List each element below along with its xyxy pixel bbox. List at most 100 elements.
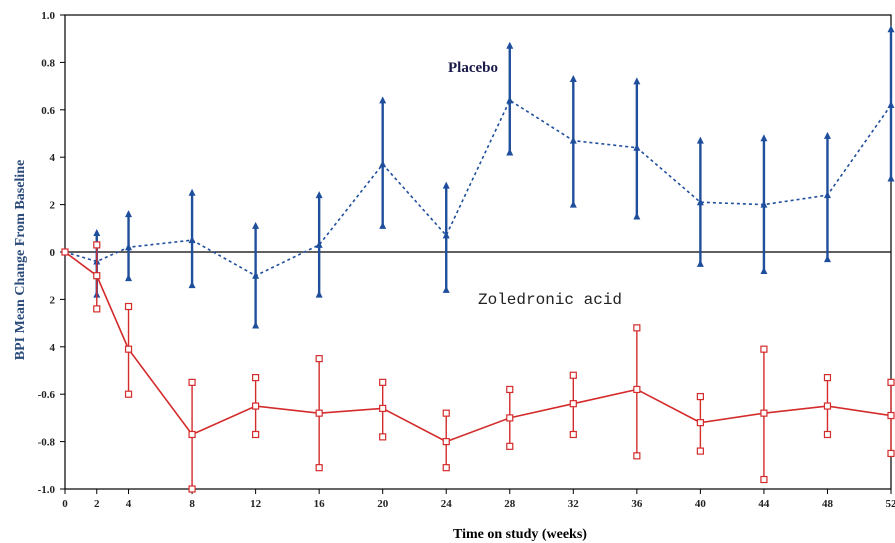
- error-cap-marker: [696, 447, 704, 455]
- x-tick-label: 2: [94, 498, 100, 510]
- error-cap-marker: [823, 131, 831, 139]
- error-cap-marker: [315, 290, 323, 298]
- y-tick-label: 4: [50, 342, 56, 354]
- error-cap-marker: [315, 464, 323, 472]
- y-tick-label: 4: [50, 152, 56, 164]
- error-cap-marker: [93, 229, 101, 237]
- error-cap-marker: [760, 134, 768, 142]
- data-point: [124, 345, 133, 353]
- x-axis-title: Time on study (weeks): [453, 527, 587, 542]
- error-cap-marker: [379, 433, 387, 441]
- error-cap-marker: [823, 374, 832, 382]
- y-tick-label: 2: [50, 294, 56, 306]
- error-cap-marker: [315, 355, 323, 363]
- error-cap-marker: [633, 77, 641, 85]
- error-cap-marker: [569, 74, 577, 82]
- error-cap-marker: [506, 41, 514, 49]
- error-cap-marker: [379, 96, 387, 104]
- x-tick-label: 4: [126, 498, 132, 510]
- error-cap-marker: [124, 302, 133, 311]
- error-cap-marker: [188, 281, 196, 289]
- data-point: [506, 96, 514, 104]
- plot-frame: [64, 14, 892, 490]
- data-point: [93, 272, 101, 280]
- data-point: [188, 430, 196, 439]
- error-cap-marker: [887, 174, 895, 182]
- error-cap-marker: [252, 221, 260, 229]
- error-cap-marker: [125, 210, 133, 218]
- zoledronic-acid-label: Zoledronic acid: [478, 291, 622, 309]
- placebo-label: Placebo: [448, 60, 498, 76]
- data-point: [760, 409, 768, 417]
- x-axis: 0 2 4 8 12 16 20 24 28 32 36 40 44 48 52: [62, 489, 895, 510]
- data-point: [823, 402, 832, 410]
- y-tick-label: -0.8: [38, 437, 56, 449]
- x-tick-label: 36: [631, 498, 643, 510]
- error-cap-marker: [760, 475, 768, 484]
- error-cap-marker: [315, 191, 323, 199]
- error-cap-marker: [696, 136, 704, 144]
- error-cap-marker: [696, 259, 704, 267]
- error-cap-marker: [506, 148, 514, 156]
- data-point: [379, 404, 387, 413]
- data-point: [125, 243, 133, 251]
- error-cap-marker: [124, 390, 133, 398]
- data-point: [569, 400, 577, 408]
- error-cap-marker: [760, 266, 768, 274]
- x-tick-label: 44: [758, 498, 770, 510]
- error-cap-marker: [442, 285, 450, 293]
- data-point: [252, 271, 260, 279]
- y-tick-label: 1.0: [41, 10, 55, 22]
- x-tick-label: 12: [250, 498, 262, 510]
- y-tick-label: 0: [50, 247, 56, 259]
- error-cap-marker: [569, 371, 577, 379]
- error-cap-marker: [252, 321, 260, 329]
- error-cap-marker: [506, 442, 514, 450]
- data-point: [442, 231, 450, 239]
- data-point: [61, 248, 69, 256]
- error-cap-marker: [633, 452, 641, 460]
- data-point: [315, 409, 323, 417]
- data-point: [442, 438, 450, 446]
- x-tick-label: 0: [62, 498, 68, 510]
- error-cap-marker: [93, 305, 101, 313]
- x-tick-label: 48: [822, 498, 834, 510]
- data-point: [887, 411, 895, 420]
- error-cap-marker: [887, 449, 895, 458]
- data-point: [696, 419, 704, 427]
- data-point: [887, 101, 895, 109]
- error-cap-marker: [188, 485, 196, 493]
- error-cap-marker: [760, 345, 768, 353]
- error-cap-marker: [442, 464, 450, 472]
- error-cap-marker: [252, 430, 260, 439]
- y-tick-label: 0.8: [41, 57, 55, 69]
- data-point: [569, 136, 577, 144]
- data-point: [379, 160, 387, 168]
- error-cap-marker: [379, 221, 387, 229]
- data-point: [633, 143, 641, 151]
- data-point: [506, 414, 514, 422]
- data-point: [252, 402, 260, 410]
- x-tick-label: 28: [504, 498, 516, 510]
- error-cap-marker: [887, 378, 895, 386]
- y-tick-label: -1.0: [38, 484, 56, 496]
- data-point: [315, 240, 323, 248]
- error-cap-marker: [252, 374, 260, 382]
- y-tick-label: 2: [50, 200, 56, 212]
- data-point: [823, 191, 831, 199]
- error-cap-marker: [188, 188, 196, 196]
- y-axis-title: BPI Mean Change From Baseline: [13, 160, 28, 360]
- error-cap-marker: [442, 409, 450, 417]
- error-cap-marker: [93, 241, 101, 249]
- error-cap-marker: [823, 430, 832, 439]
- error-cap-marker: [442, 181, 450, 189]
- error-cap-marker: [188, 378, 196, 386]
- x-tick-label: 24: [441, 498, 453, 510]
- x-tick-label: 16: [314, 498, 326, 510]
- series-layer: [61, 25, 895, 493]
- data-point: [696, 198, 704, 206]
- series-line: [64, 99, 892, 277]
- data-point: [188, 236, 196, 244]
- x-tick-label: 20: [377, 498, 389, 510]
